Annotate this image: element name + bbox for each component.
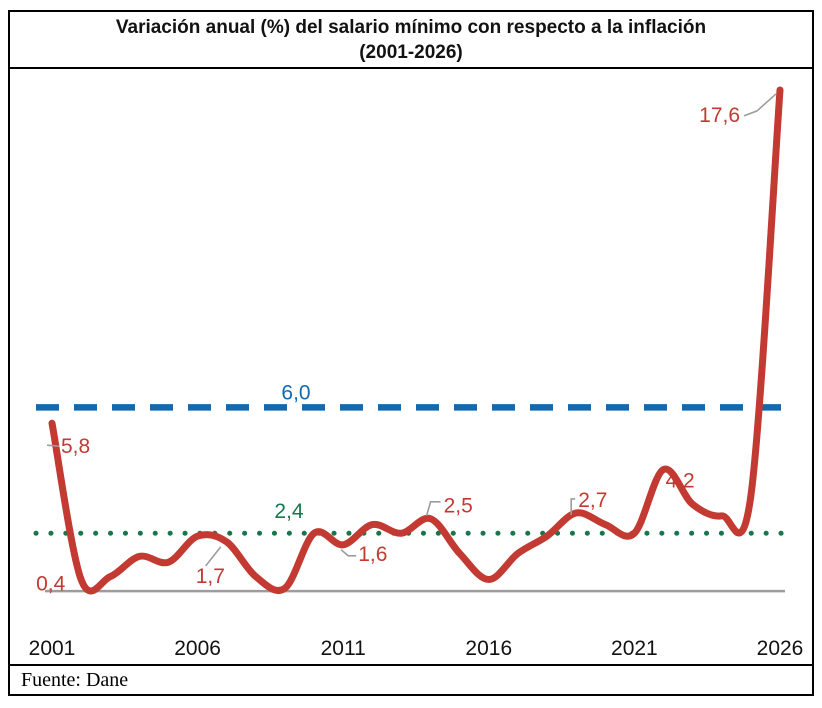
- annotation-label: 1,6: [358, 543, 387, 566]
- annotation-label: 2,7: [578, 489, 607, 512]
- x-axis-tick-label: 2011: [321, 637, 366, 660]
- annotation-label: 17,6: [699, 104, 740, 127]
- annotation-leader-line: [340, 549, 357, 557]
- chart-frame: Variación anual (%) del salario mínimo c…: [8, 10, 814, 696]
- reference-line-label: 6,0: [281, 381, 310, 404]
- annotation-leader-line: [205, 546, 222, 567]
- annotation-label: 0,4: [36, 573, 66, 596]
- annotation-label: 4,2: [666, 470, 695, 493]
- chart-title-box: Variación anual (%) del salario mínimo c…: [10, 12, 812, 69]
- annotation-leader-line: [425, 500, 441, 516]
- x-axis-tick-label: 2016: [465, 637, 512, 660]
- annotation-leader-line: [743, 93, 777, 117]
- annotation-leader-line: [570, 498, 576, 515]
- chart-title-line2: (2001-2026): [359, 41, 463, 63]
- source-text: Fuente: Dane: [21, 668, 129, 691]
- series-line: [48, 86, 784, 595]
- source-note-box: Fuente: Dane: [10, 664, 812, 694]
- annotation-leader-line: [46, 444, 60, 447]
- line-chart: 6,0 2,4 5,8 0,4 1,7 1,6 2,5 2,7 4,2 17,6 2001 2006 2…: [29, 86, 804, 660]
- x-axis-tick-label: 2026: [757, 637, 804, 660]
- chart-title-line1: Variación anual (%) del salario mínimo c…: [115, 16, 707, 38]
- x-axis-tick-label: 2006: [174, 637, 221, 660]
- reference-line-label: 2,4: [274, 500, 304, 523]
- annotation-label: 1,7: [196, 565, 225, 588]
- annotation-label: 5,8: [61, 435, 90, 458]
- x-axis-tick-label: 2021: [611, 637, 658, 660]
- x-axis-tick-label: 2001: [29, 637, 76, 660]
- chart-plot-area: 6,0 2,4 5,8 0,4 1,7 1,6 2,5 2,7 4,2 17,6 2001 2006 2…: [10, 69, 812, 664]
- annotation-label: 2,5: [444, 495, 473, 518]
